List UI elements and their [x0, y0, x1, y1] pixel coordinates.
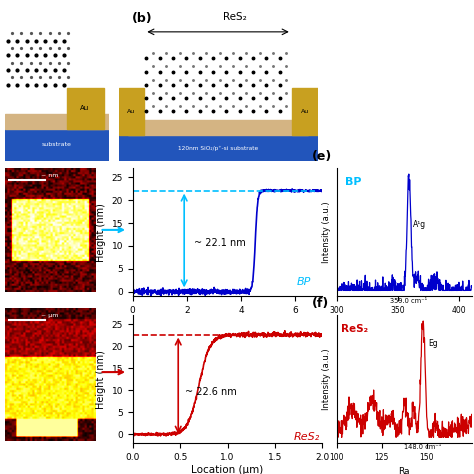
Bar [292, 88, 318, 135]
Text: ReS₂: ReS₂ [293, 432, 319, 442]
Text: ~ 22.1 nm: ~ 22.1 nm [194, 238, 246, 248]
Text: substrate: substrate [42, 143, 72, 147]
Text: Au: Au [128, 109, 136, 114]
Bar [5, 114, 109, 129]
Text: 359.0 cm⁻¹: 359.0 cm⁻¹ [391, 298, 428, 304]
Text: (f): (f) [312, 297, 329, 310]
Text: ReS₂: ReS₂ [341, 324, 368, 334]
Y-axis label: Height (nm): Height (nm) [96, 350, 106, 409]
Y-axis label: Intensity (a.u.): Intensity (a.u.) [322, 348, 331, 410]
Text: BP: BP [345, 177, 361, 187]
X-axis label: Location (μm): Location (μm) [191, 465, 264, 474]
Y-axis label: Height (nm): Height (nm) [96, 203, 106, 262]
Text: (b): (b) [132, 12, 153, 25]
Text: 148.0 cm⁻¹: 148.0 cm⁻¹ [404, 444, 442, 450]
Text: BP: BP [297, 277, 311, 287]
Text: 120nm SiO₂/p⁺-si substrate: 120nm SiO₂/p⁺-si substrate [178, 146, 258, 151]
Bar [5, 129, 109, 161]
Y-axis label: Intensity (a.u.): Intensity (a.u.) [322, 201, 331, 263]
Text: Au: Au [81, 105, 90, 111]
Bar [67, 88, 104, 129]
Text: (e): (e) [312, 150, 332, 163]
Bar [128, 120, 308, 135]
Text: ~ 22.6 nm: ~ 22.6 nm [185, 387, 237, 397]
Bar [118, 88, 145, 135]
X-axis label: Ra: Ra [398, 467, 410, 474]
Text: ReS₂: ReS₂ [223, 12, 246, 22]
Text: Au: Au [301, 109, 309, 114]
Text: Eg: Eg [428, 338, 438, 347]
Bar [118, 135, 318, 161]
Text: A¹g: A¹g [413, 220, 426, 229]
Text: ~ nm: ~ nm [41, 173, 58, 178]
Text: ~ μm: ~ μm [41, 313, 58, 319]
